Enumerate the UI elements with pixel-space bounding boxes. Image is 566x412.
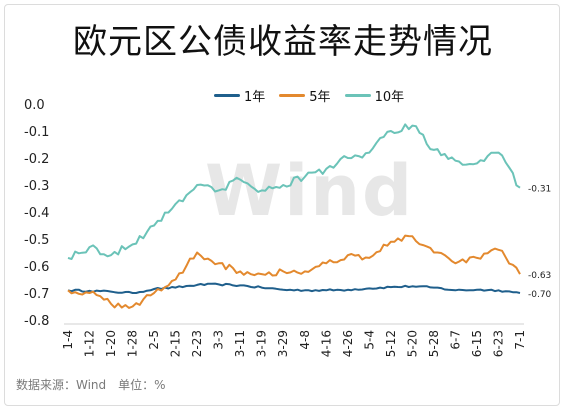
x-tick-label: 5-12 — [384, 330, 398, 357]
end-value-label: -0.70 — [528, 290, 552, 300]
x-tick-label: 5-4 — [362, 330, 376, 350]
x-tick-label: 1-20 — [104, 330, 118, 357]
legend-item-1y: 1年 — [214, 86, 265, 105]
legend-swatch-5y — [279, 94, 306, 97]
x-tick-label: 3-3 — [212, 330, 226, 350]
y-tick-label: -0.2 — [24, 152, 49, 167]
y-tick-label: -0.6 — [24, 260, 49, 275]
end-value-label: -0.63 — [528, 271, 551, 281]
x-tick-label: 2-15 — [169, 330, 183, 357]
x-tick-label: 1-12 — [83, 330, 97, 357]
legend-label-5y: 5年 — [309, 90, 331, 105]
x-tick-label: 3-11 — [233, 330, 247, 357]
y-tick-label: -0.5 — [24, 233, 49, 248]
axes-group: 0.0 -0.1 -0.2 -0.3 -0.4 -0.5 -0.6 -0.7 -0.8 1-4 1-… — [24, 98, 527, 357]
chart-legend: 1年 5年 10年 — [214, 86, 404, 105]
legend-label-10y: 10年 — [374, 90, 405, 105]
end-labels: -0.70 -0.63 -0.31 — [528, 185, 552, 300]
end-value-label: -0.31 — [528, 185, 551, 195]
x-tick-label: 7-1 — [513, 330, 527, 350]
y-tick-label: -0.4 — [24, 206, 49, 221]
x-tick-label: 4-16 — [319, 330, 333, 357]
series-line-1y — [67, 282, 521, 294]
x-tick-label: 6-23 — [491, 330, 505, 357]
y-tick-label: -0.3 — [24, 179, 49, 194]
x-tick-label: 5-28 — [427, 330, 441, 357]
y-tick-label: 0.0 — [24, 98, 45, 113]
y-tick-label: -0.7 — [24, 287, 49, 302]
series-line-5y — [67, 234, 521, 309]
x-tick-label: 5-20 — [405, 330, 419, 357]
data-source-note: 数据来源：Wind 单位：% — [16, 378, 166, 392]
legend-swatch-1y — [214, 94, 240, 97]
legend-swatch-10y — [344, 94, 371, 97]
y-tick-label: -0.1 — [24, 125, 49, 140]
legend-label-1y: 1年 — [244, 90, 266, 105]
chart-title: 欧元区公债收益率走势情况 — [73, 22, 493, 62]
x-tick-label: 1-28 — [126, 330, 140, 357]
x-tick-label: 3-19 — [255, 330, 269, 357]
legend-item-5y: 5年 — [279, 86, 331, 105]
x-tick-label: 3-29 — [276, 330, 290, 357]
chart-frame — [4, 4, 560, 406]
x-tick-label: 1-4 — [61, 330, 75, 350]
x-tick-label: 2-23 — [190, 330, 204, 357]
x-tick-label: 4-8 — [298, 330, 312, 350]
x-tick-label: 6-15 — [470, 330, 484, 357]
x-tick-label: 4-26 — [341, 330, 355, 357]
series-lines — [67, 123, 521, 309]
legend-item-10y: 10年 — [344, 86, 405, 105]
y-tick-label: -0.8 — [24, 314, 49, 329]
series-line-10y — [67, 123, 521, 260]
x-tick-label: 6-7 — [448, 330, 462, 350]
x-tick-label: 2-5 — [147, 330, 161, 350]
watermark-logo: Wind — [205, 150, 415, 232]
